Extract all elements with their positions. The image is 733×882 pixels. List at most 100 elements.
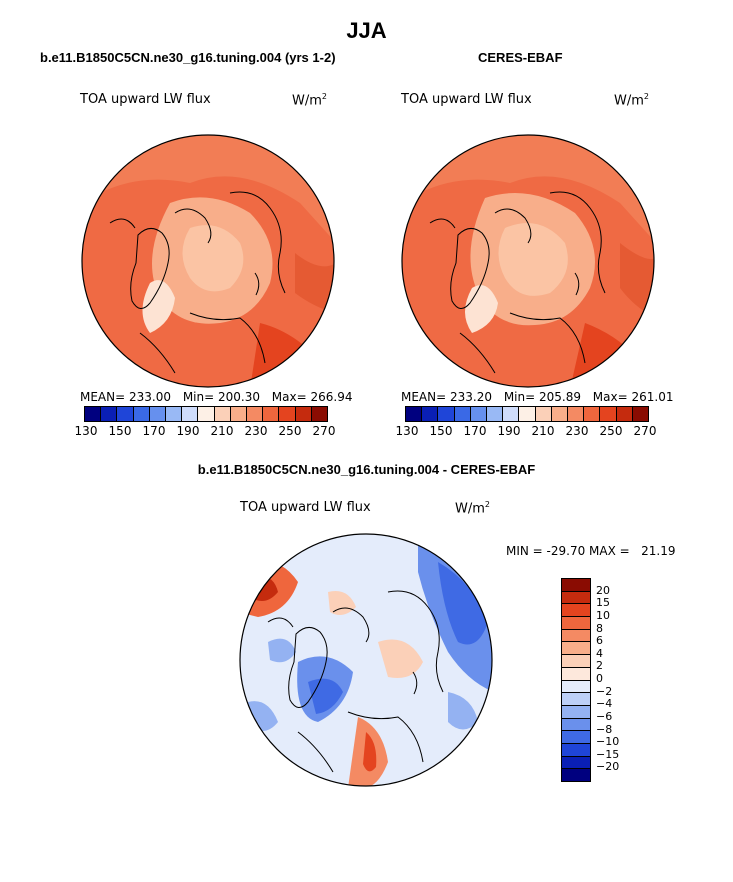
colorbar-tick-label: 230: [565, 424, 589, 438]
colorbar-level-label: −20: [596, 760, 620, 774]
colorbar-swatch: [149, 407, 167, 421]
colorbar-tick-label: 270: [633, 424, 657, 438]
colorbar-swatch: [295, 407, 312, 421]
colorbar-level-label: −8: [596, 722, 613, 736]
colorbar-swatch: [562, 680, 590, 694]
left-colorbar-ticks: 130 150 170 190 210 230 250 270: [69, 424, 341, 438]
colorbar-level-label: 0: [596, 672, 603, 685]
colorbar-swatch: [279, 407, 296, 421]
left-units-label: W/m2: [292, 92, 327, 109]
diff-variable-label: TOA upward LW flux: [240, 500, 371, 515]
left-mean: MEAN= 233.00: [80, 390, 171, 404]
colorbar-swatch: [487, 407, 504, 421]
colorbar-swatch: [101, 407, 118, 421]
colorbar-tick-label: 270: [312, 424, 336, 438]
colorbar-level-label: −2: [596, 684, 613, 698]
right-colorbar: [405, 406, 649, 422]
colorbar-swatch: [311, 407, 328, 421]
colorbar-tick-label: 190: [176, 424, 200, 438]
colorbar-tick-label: 170: [142, 424, 166, 438]
diff-colorbar: [561, 578, 591, 782]
colorbar-tick-label: 150: [429, 424, 453, 438]
colorbar-swatch: [562, 705, 590, 719]
colorbar-tick-label: 170: [463, 424, 487, 438]
colorbar-tick-label: 150: [108, 424, 132, 438]
right-variable-label: TOA upward LW flux: [401, 92, 532, 107]
colorbar-level-label: 8: [596, 621, 603, 635]
left-variable-label: TOA upward LW flux: [80, 92, 211, 107]
colorbar-swatch: [85, 407, 102, 421]
right-max: Max= 261.01: [592, 390, 674, 404]
colorbar-swatch: [562, 629, 590, 643]
colorbar-level-label: 20: [596, 583, 610, 597]
diff-minmax: MIN = -29.70 MAX = 21.19: [506, 544, 676, 558]
colorbar-tick-label: 130: [395, 424, 419, 438]
colorbar-tick-label: 210: [210, 424, 234, 438]
colorbar-swatch: [551, 407, 569, 421]
figure-title: JJA: [346, 18, 387, 43]
colorbar-swatch: [584, 407, 601, 421]
diff-panel-header: b.e11.B1850C5CN.ne30_g16.tuning.004 - CE…: [197, 462, 536, 477]
colorbar-swatch: [562, 591, 590, 605]
right-colorbar-ticks: 130 150 170 190 210 230 250 270: [390, 424, 662, 438]
colorbar-swatch: [470, 407, 488, 421]
colorbar-swatch: [568, 407, 585, 421]
colorbar-swatch: [562, 579, 590, 592]
right-units-label: W/m2: [614, 92, 649, 109]
diff-units-label: W/m2: [455, 500, 490, 517]
colorbar-swatch: [562, 718, 590, 732]
colorbar-level-label: 2: [596, 659, 603, 673]
colorbar-level-label: 4: [596, 646, 603, 660]
colorbar-level-label: −6: [596, 709, 613, 723]
colorbar-swatch: [562, 769, 590, 781]
colorbar-swatch: [562, 667, 590, 681]
diff-polar-map: [239, 533, 493, 787]
left-min: Min= 200.30: [182, 390, 260, 404]
colorbar-swatch: [562, 743, 590, 757]
colorbar-swatch: [247, 407, 264, 421]
colorbar-tick-label: 250: [278, 424, 302, 438]
colorbar-tick-label: 230: [244, 424, 268, 438]
colorbar-swatch: [230, 407, 248, 421]
colorbar-swatch: [503, 407, 520, 421]
colorbar-level-label: −10: [596, 735, 620, 749]
colorbar-swatch: [562, 693, 590, 706]
colorbar-swatch: [562, 604, 590, 618]
colorbar-level-label: −15: [596, 747, 620, 761]
colorbar-swatch: [562, 655, 590, 668]
left-colorbar: [84, 406, 328, 422]
colorbar-level-label: 6: [596, 634, 603, 648]
colorbar-swatch: [198, 407, 215, 421]
colorbar-swatch: [166, 407, 183, 421]
colorbar-swatch: [562, 731, 590, 744]
colorbar-swatch: [263, 407, 280, 421]
right-panel-header: CERES-EBAF: [478, 50, 563, 65]
right-mean: MEAN= 233.20: [401, 390, 492, 404]
colorbar-swatch: [117, 407, 134, 421]
left-stats: MEAN= 233.00 Min= 200.30 Max= 266.94: [80, 390, 352, 404]
colorbar-swatch: [438, 407, 455, 421]
colorbar-swatch: [562, 642, 590, 656]
left-max: Max= 266.94: [271, 390, 353, 404]
right-polar-map: [401, 134, 655, 388]
colorbar-swatch: [422, 407, 439, 421]
colorbar-swatch: [406, 407, 423, 421]
colorbar-swatch: [562, 617, 590, 630]
colorbar-swatch: [214, 407, 231, 421]
colorbar-swatch: [535, 407, 552, 421]
colorbar-level-label: 10: [596, 608, 610, 622]
colorbar-tick-label: 190: [497, 424, 521, 438]
left-polar-map: [81, 134, 335, 388]
colorbar-tick-label: 250: [599, 424, 623, 438]
colorbar-swatch: [600, 407, 617, 421]
colorbar-level-label: 15: [596, 596, 610, 610]
right-stats: MEAN= 233.20 Min= 205.89 Max= 261.01: [401, 390, 673, 404]
colorbar-level-label: −4: [596, 697, 613, 711]
left-panel-header: b.e11.B1850C5CN.ne30_g16.tuning.004 (yrs…: [40, 50, 336, 65]
colorbar-tick-label: 210: [531, 424, 555, 438]
right-min: Min= 205.89: [503, 390, 581, 404]
colorbar-swatch: [182, 407, 199, 421]
colorbar-swatch: [454, 407, 471, 421]
diff-colorbar-labels: 20 15 10 8 6 4 2 0 −2 −4 −6 −8 −10 −15 −20: [596, 578, 636, 780]
colorbar-swatch: [616, 407, 633, 421]
